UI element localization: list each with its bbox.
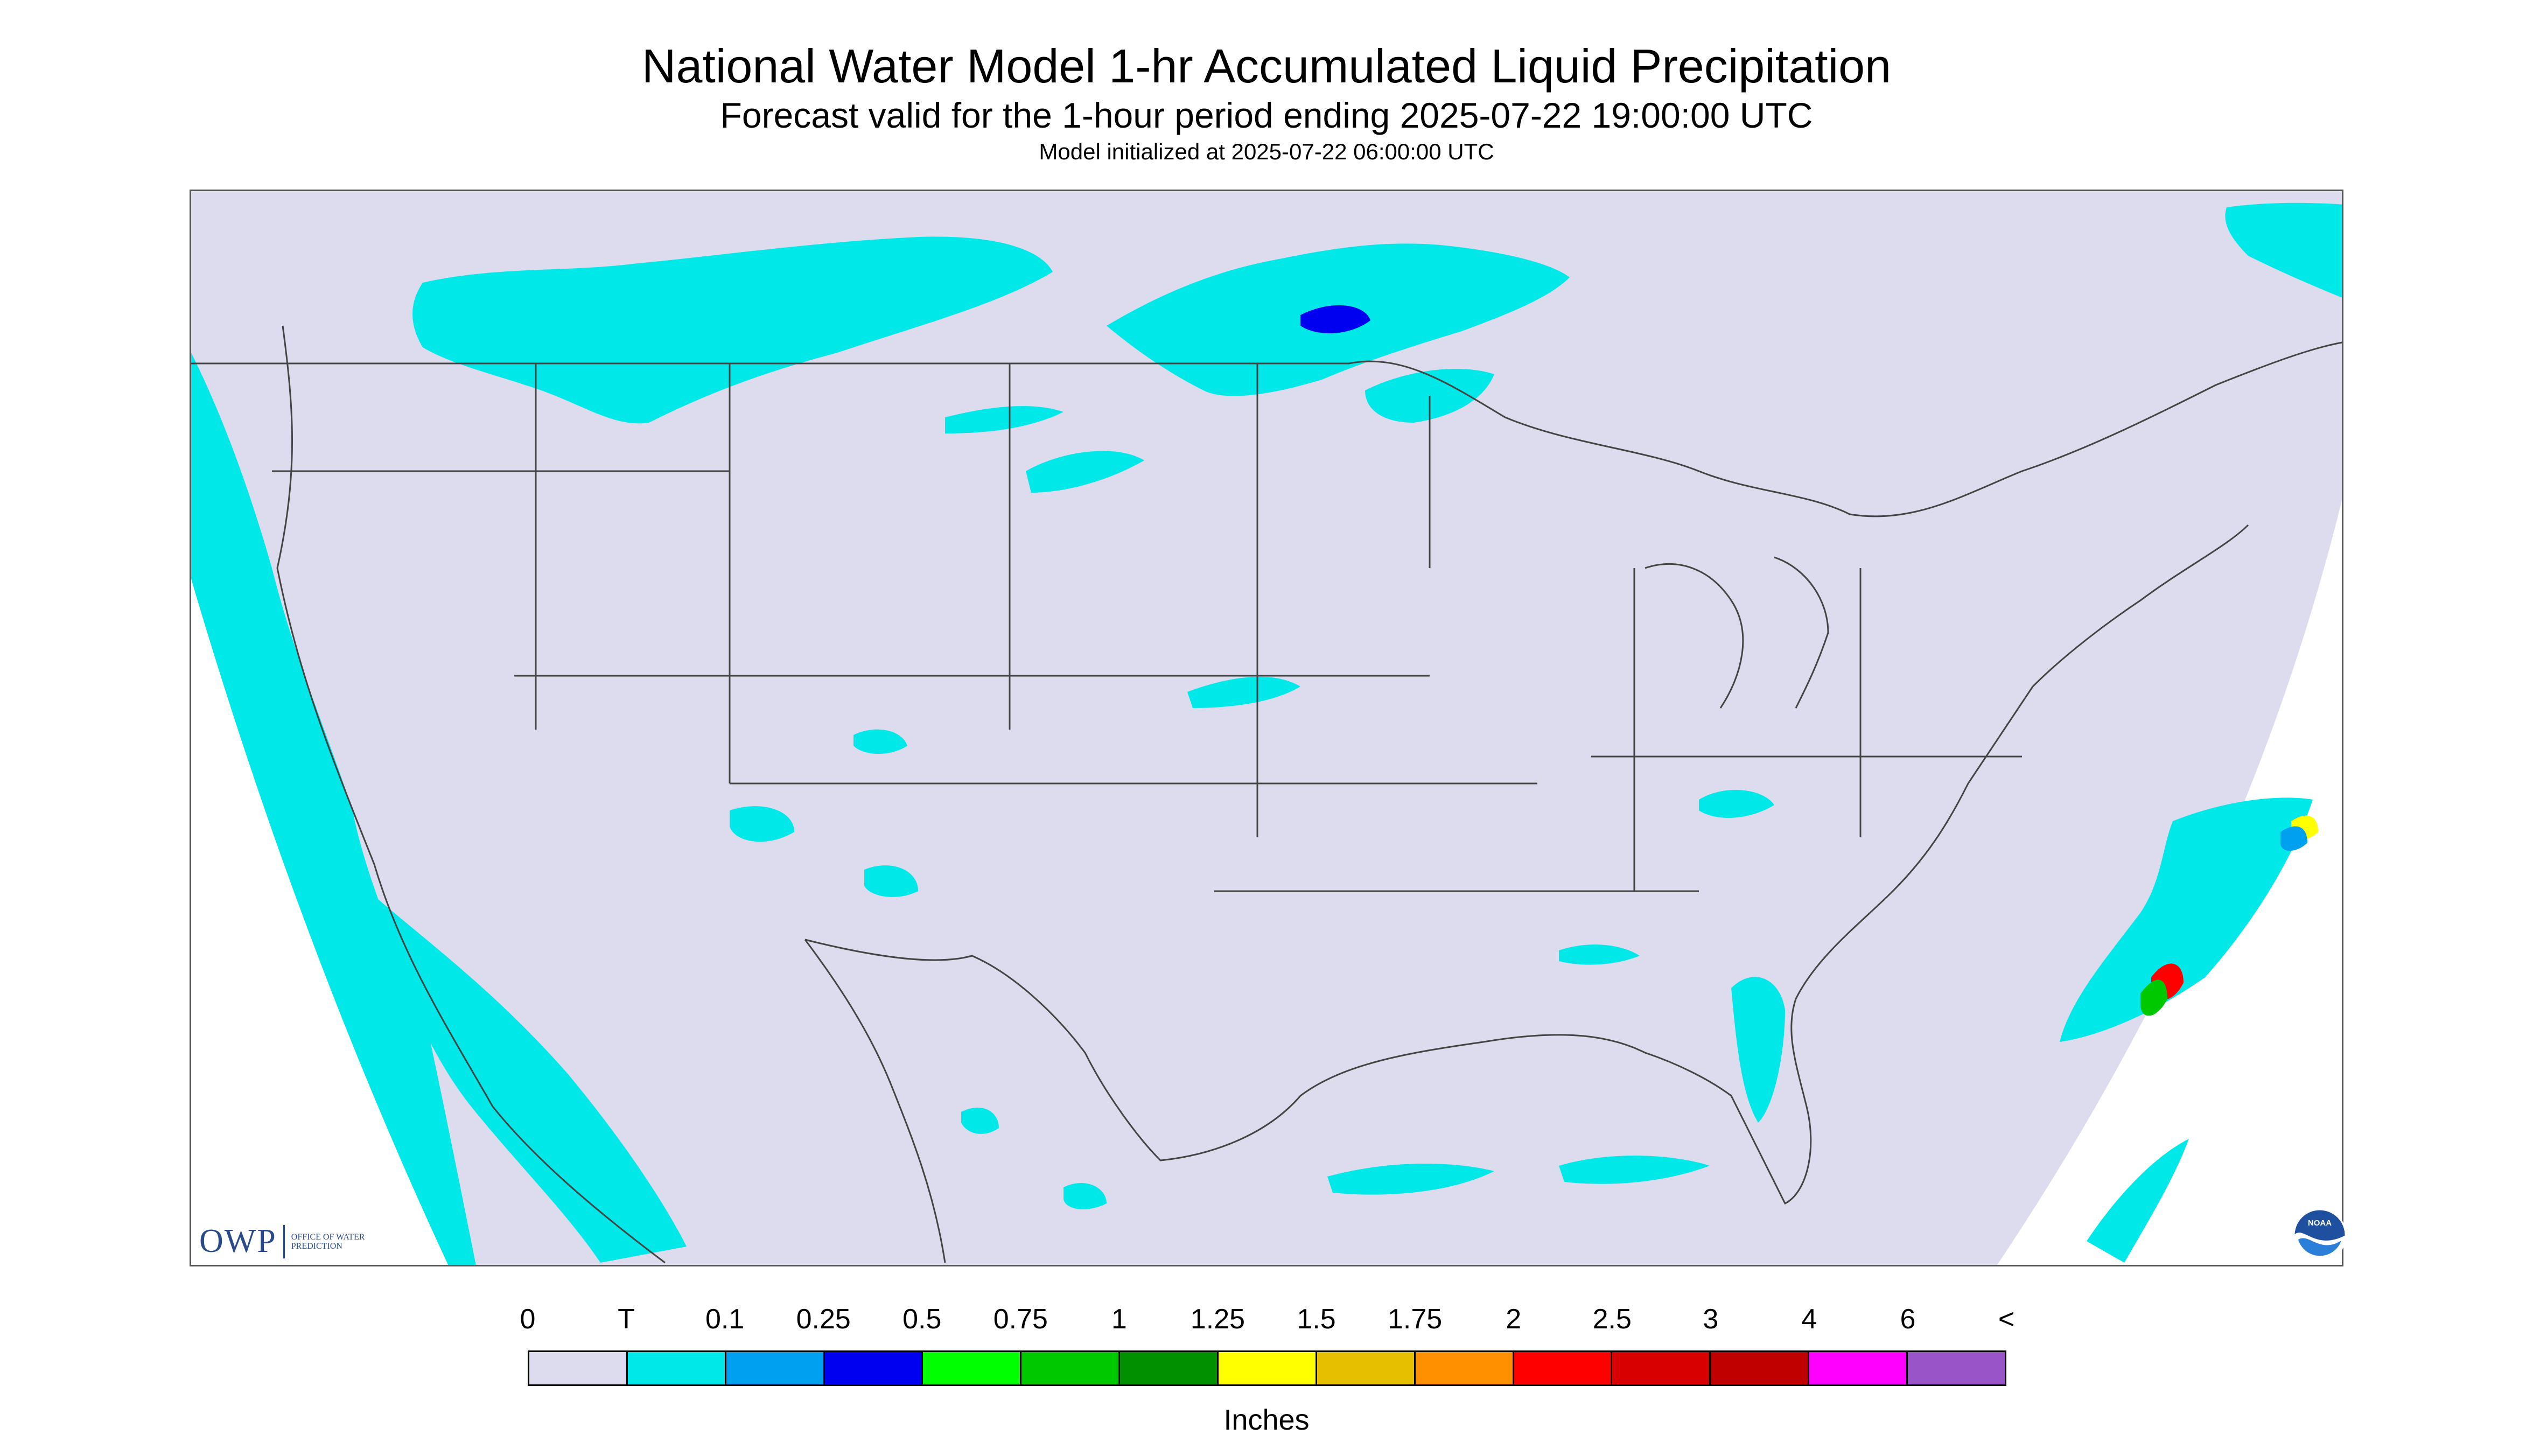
legend-swatch-7 [1219, 1352, 1317, 1384]
legend-swatch-9 [1415, 1352, 1514, 1384]
map-title: National Water Model 1-hr Accumulated Li… [641, 39, 1892, 93]
legend-tick-label: 2 [1506, 1304, 1522, 1335]
precip-light-areas [191, 202, 2342, 1265]
model-init-line: Model initialized at 2025-07-22 06:00:00… [1039, 139, 1494, 164]
legend-swatch-12 [1711, 1352, 1810, 1384]
boundary-lines [191, 325, 2342, 1264]
legend-swatch-14 [1908, 1352, 2005, 1384]
owp-logo: OWP OFFICE OF WATER PREDICTION [199, 1222, 372, 1261]
owp-logo-divider [283, 1224, 285, 1258]
precip-heavy-cores [1300, 305, 2318, 1016]
legend-swatch-11 [1612, 1352, 1711, 1384]
legend-tick-label: 6 [1900, 1304, 1916, 1335]
legend-swatch-0 [529, 1352, 628, 1384]
legend-swatch-8 [1317, 1352, 1416, 1384]
legend-swatch-5 [1021, 1352, 1121, 1384]
legend-swatch-3 [824, 1352, 923, 1384]
legend-swatch-1 [627, 1352, 726, 1384]
legend-swatch-10 [1514, 1352, 1613, 1384]
legend-swatch-4 [923, 1352, 1022, 1384]
legend-tick-label: 1.25 [1190, 1304, 1245, 1335]
legend-tick-label: 2.5 [1592, 1304, 1632, 1335]
legend-tick-labels: 0 T 0.1 0.25 0.5 0.75 1 1.25 1.5 1.75 2 2.5 3 4 6 < [520, 1303, 2015, 1341]
legend-units: Inches [1223, 1404, 1310, 1436]
legend-tick-label: 4 [1801, 1304, 1817, 1335]
legend-tick-label: 0.5 [902, 1304, 942, 1335]
legend-tick-label: 1.5 [1297, 1304, 1336, 1335]
legend-tick-label: 0 [520, 1304, 536, 1335]
map-canvas [191, 191, 2342, 1265]
legend-tick-label: 0.25 [796, 1304, 851, 1335]
legend-swatch-13 [1809, 1352, 1908, 1384]
owp-logo-mark: OWP [199, 1223, 277, 1259]
map-subtitle: Forecast valid for the 1-hour period end… [720, 95, 1813, 135]
legend-tick-label: 0.75 [993, 1304, 1048, 1335]
noaa-logo-text: NOAA [2308, 1219, 2332, 1228]
legend-swatch-2 [726, 1352, 825, 1384]
legend-tick-label: 3 [1703, 1304, 1719, 1335]
legend-tick-label: 0.1 [705, 1304, 745, 1335]
precipitation-map [190, 190, 2343, 1266]
legend-tick-label: < [1998, 1304, 2015, 1335]
legend-tick-label: 1 [1111, 1304, 1127, 1335]
legend-tick-label: 1.75 [1387, 1304, 1443, 1335]
legend-tick-label: T [618, 1304, 635, 1335]
noaa-logo: NOAA [2293, 1208, 2347, 1262]
legend-swatch-6 [1120, 1352, 1219, 1384]
owp-logo-text: OFFICE OF WATER PREDICTION [291, 1232, 365, 1251]
legend-color-bar [528, 1350, 2006, 1386]
